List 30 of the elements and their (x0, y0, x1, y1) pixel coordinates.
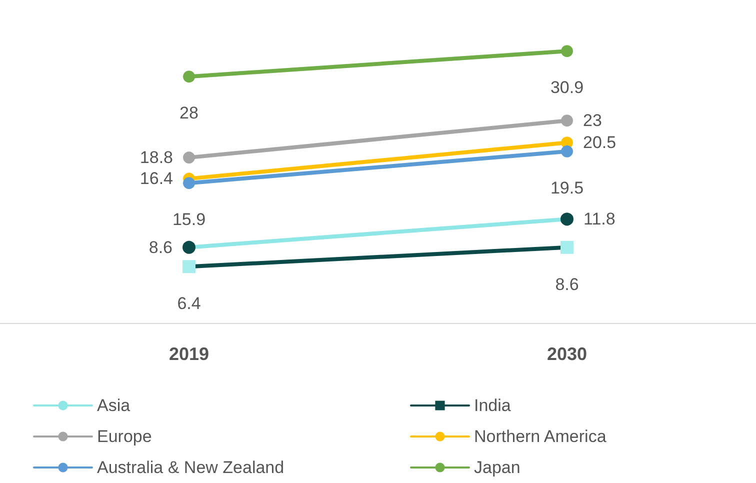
data-label: 6.4 (177, 294, 201, 314)
legend-label: Australia & New Zealand (97, 458, 284, 477)
data-label: 8.6 (555, 274, 579, 294)
legend-label: India (474, 396, 512, 415)
data-label: 28 (180, 104, 198, 123)
point (182, 260, 196, 274)
data-label: 23 (583, 111, 602, 130)
data-label: 18.8 (140, 148, 173, 168)
data-label: 19.5 (550, 178, 584, 198)
data-label: 15.9 (172, 210, 206, 230)
legend-label: Northern America (474, 427, 607, 446)
data-label: 16.4 (140, 169, 173, 188)
point (183, 177, 195, 190)
data-label: 8.6 (148, 238, 172, 257)
point (560, 212, 574, 226)
point (561, 145, 573, 158)
legend-label: Europe (97, 427, 152, 446)
legend-label: Asia (97, 396, 131, 415)
x-tick-label: 2019 (168, 344, 210, 364)
x-tick-label: 2030 (546, 344, 588, 364)
point (183, 70, 195, 83)
data-label: 11.8 (584, 210, 616, 229)
point (560, 240, 574, 254)
point (561, 114, 573, 127)
data-label: 20.5 (583, 133, 616, 152)
point (183, 152, 195, 164)
point (561, 45, 573, 58)
point (182, 240, 196, 254)
data-label: 30.9 (550, 78, 584, 98)
legend-label: Japan (474, 458, 520, 477)
